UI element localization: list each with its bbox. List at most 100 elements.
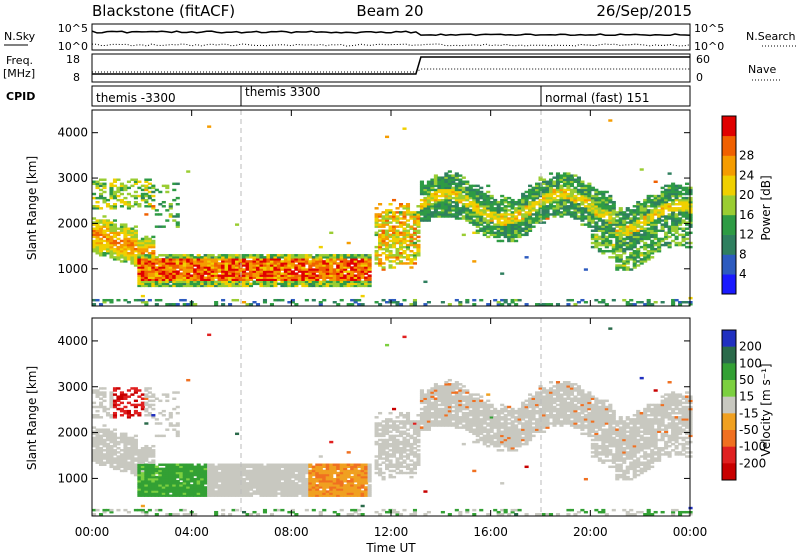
power-cell — [548, 182, 554, 186]
power-cell — [597, 192, 602, 196]
power-cell — [653, 249, 658, 253]
velocity-cell — [151, 451, 156, 454]
power-cell — [109, 256, 114, 259]
power-cell — [221, 264, 226, 267]
power-cell — [378, 303, 383, 306]
velocity-cell — [304, 463, 309, 466]
power-cell — [601, 207, 606, 210]
power-cell — [175, 203, 180, 206]
power-cell — [629, 225, 634, 228]
velocity-cell — [92, 391, 97, 394]
power-cell — [447, 213, 452, 216]
velocity-cell — [224, 463, 229, 466]
velocity-cell — [224, 488, 229, 491]
velocity-cell — [133, 387, 138, 390]
velocity-cell — [161, 473, 166, 477]
power-cell — [228, 262, 233, 265]
power-cell — [412, 223, 418, 226]
power-cell — [507, 303, 512, 306]
power-cell — [507, 227, 512, 230]
power-cell — [681, 243, 686, 247]
power-cell — [172, 280, 177, 284]
power-cell — [416, 219, 421, 222]
velocity-cell — [228, 480, 233, 483]
power-cell — [92, 205, 97, 208]
power-cell — [210, 282, 215, 286]
power-cell — [329, 284, 334, 288]
power-cell — [440, 194, 445, 198]
power-cell — [405, 258, 411, 261]
velocity-cell — [210, 492, 215, 495]
power-cell — [573, 180, 578, 183]
power-cell — [580, 186, 585, 190]
velocity-cell — [353, 473, 358, 477]
power-cell — [398, 203, 404, 206]
power-cell — [165, 274, 170, 277]
power-cell — [98, 227, 104, 230]
velocity-cell — [235, 467, 240, 471]
power-cell — [447, 303, 452, 306]
velocity-cell — [252, 484, 257, 487]
velocity-cell — [196, 465, 201, 469]
power-cell — [681, 221, 686, 224]
power-cell — [597, 301, 602, 304]
power-cell — [318, 258, 323, 261]
velocity-cell — [280, 488, 285, 491]
velocity-cell — [336, 475, 341, 479]
power-cell — [137, 280, 142, 284]
power-cell — [657, 249, 662, 253]
velocity-cell — [350, 475, 355, 479]
velocity-cell — [137, 471, 142, 475]
velocity-cell — [210, 475, 215, 479]
velocity-cell — [343, 467, 348, 471]
power-cell — [395, 219, 400, 222]
power-cell — [311, 282, 316, 286]
power-cell — [105, 241, 111, 245]
power-cell — [618, 223, 623, 226]
velocity-cell — [158, 463, 163, 466]
power-cell — [678, 301, 683, 304]
power-cell — [573, 207, 578, 210]
power-cell — [503, 211, 508, 214]
power-cell — [189, 274, 194, 277]
velocity-cell — [98, 461, 104, 464]
power-cell — [465, 196, 470, 200]
power-cell — [360, 258, 365, 261]
power-cell — [364, 278, 369, 281]
power-cell — [151, 260, 156, 263]
power-cell — [566, 188, 571, 192]
velocity-cell — [112, 416, 118, 419]
power-cell — [416, 217, 421, 220]
velocity-cell — [259, 467, 264, 471]
power-cell — [507, 209, 512, 212]
power-cell — [674, 237, 679, 241]
velocity-cell — [182, 477, 187, 481]
power-cell — [594, 209, 599, 212]
power-cell — [489, 231, 494, 235]
power-cell — [486, 207, 491, 210]
power-cell — [398, 221, 404, 224]
power-cell — [112, 252, 118, 255]
power-cell — [461, 182, 466, 186]
velocity-cell — [112, 434, 118, 438]
power-cell — [489, 215, 494, 218]
power-cell — [151, 241, 156, 245]
power-cell — [629, 223, 634, 226]
power-cell — [646, 258, 651, 261]
velocity-cell — [168, 475, 173, 479]
velocity-cell — [200, 467, 205, 471]
power-cell — [643, 231, 648, 235]
velocity-cell — [255, 480, 261, 483]
power-cell — [412, 262, 418, 265]
velocity-cell — [224, 467, 229, 471]
power-cell — [339, 268, 344, 271]
power-cell — [622, 227, 627, 230]
velocity-cell — [346, 488, 351, 491]
velocity-cell — [364, 492, 369, 495]
power-cell — [583, 211, 588, 214]
power-cell — [350, 272, 355, 275]
power-cell — [116, 178, 121, 181]
power-cell — [133, 262, 138, 265]
power-cell — [646, 254, 651, 257]
power-cell — [119, 182, 124, 186]
